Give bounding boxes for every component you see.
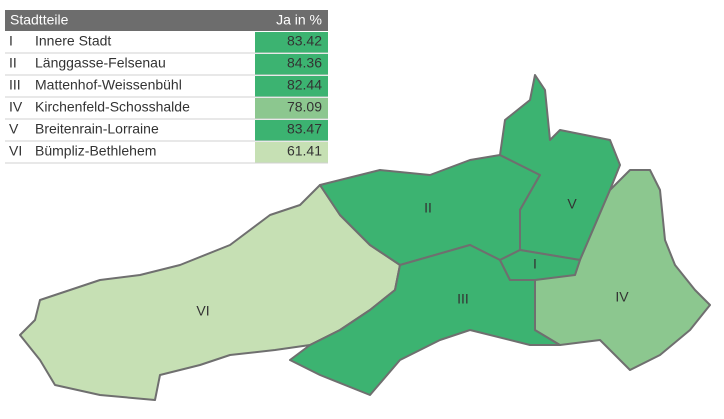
row-value: 83.42 — [287, 33, 322, 49]
district-label: IV — [615, 289, 629, 305]
row-value: 82.44 — [287, 77, 322, 93]
row-value: 61.41 — [287, 143, 322, 159]
value-cell — [255, 142, 328, 163]
row-value: 84.36 — [287, 55, 322, 71]
row-name: Innere Stadt — [35, 33, 111, 49]
district-label: VI — [196, 303, 209, 319]
header-label: Stadtteile — [10, 12, 69, 28]
district-area — [499, 249, 581, 281]
district-label: I — [533, 256, 537, 272]
row-value: 83.47 — [287, 121, 322, 137]
row-value: 78.09 — [287, 99, 322, 115]
row-name: Mattenhof-Weissenbühl — [35, 77, 182, 93]
district-label: V — [567, 196, 577, 212]
row-name: Breitenrain-Lorraine — [35, 121, 159, 137]
row-name: Bümpliz-Bethlehem — [35, 143, 156, 159]
value-cell — [255, 98, 328, 119]
header-label: Ja in % — [276, 12, 322, 28]
row-numeral: II — [9, 55, 17, 71]
row-name: Länggasse-Felsenau — [35, 55, 166, 71]
row-numeral: I — [9, 33, 13, 49]
table-header — [5, 10, 328, 31]
district-label: II — [424, 200, 432, 216]
row-numeral: IV — [9, 99, 23, 115]
row-name: Kirchenfeld-Schosshalde — [35, 99, 190, 115]
value-cell — [255, 54, 328, 75]
row-numeral: III — [9, 77, 21, 93]
district-area — [534, 169, 711, 371]
value-cell — [255, 32, 328, 53]
map: II V I III IV VI — [19, 74, 711, 401]
value-cell — [255, 120, 328, 141]
row-numeral: VI — [9, 143, 22, 159]
table: Stadtteile Ja in % I Innere Stadt 83.42 II L… — [5, 10, 328, 164]
row-numeral: V — [9, 121, 19, 137]
district-label: III — [457, 291, 469, 307]
value-cell — [255, 76, 328, 97]
